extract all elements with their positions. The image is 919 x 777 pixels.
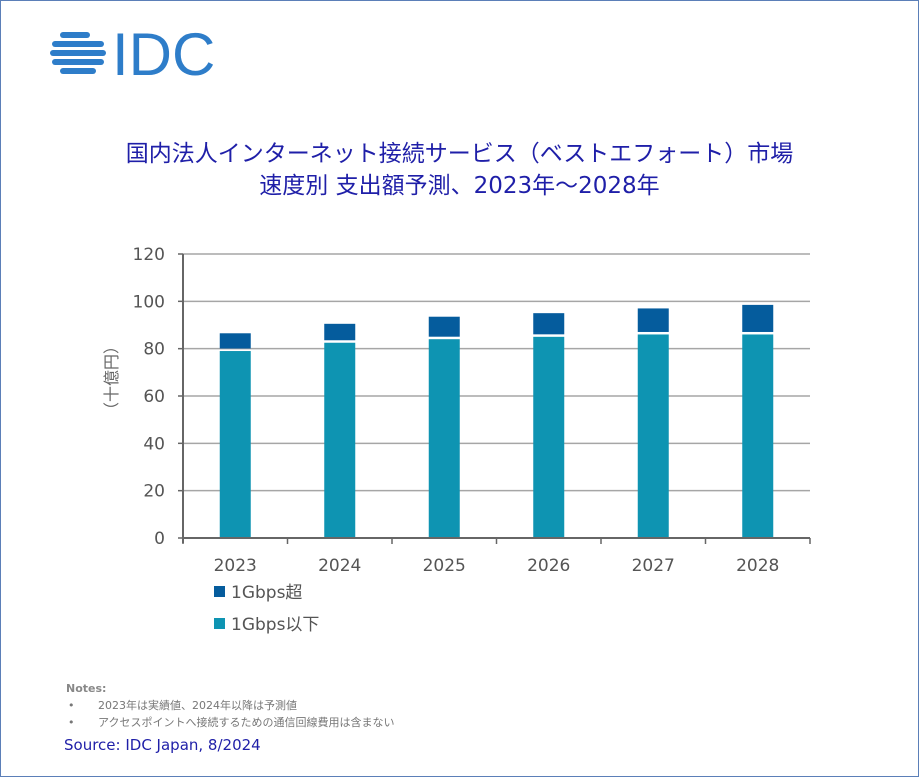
note-item: • 2023年は実績値、2024年以降は予測値 — [68, 699, 297, 712]
bar-gt1gbps-2025 — [428, 316, 460, 337]
x-tick-label: 2024 — [318, 556, 361, 576]
bar-le1gbps-2026 — [533, 336, 565, 538]
bar-gt1gbps-2027 — [637, 308, 669, 332]
notes: Notes: • 2023年は実績値、2024年以降は予測値 • アクセスポイントへ… — [66, 680, 394, 731]
y-axis-label: （十億円） — [102, 338, 121, 418]
bar-le1gbps-2027 — [637, 334, 669, 538]
x-tick-label: 2028 — [736, 556, 779, 576]
note-item: • アクセスポイントへ接続するための通信回線費用は含まない — [68, 716, 395, 729]
idc-globe-icon — [50, 32, 106, 74]
bar-gt1gbps-2024 — [324, 323, 356, 341]
bar-le1gbps-2023 — [219, 351, 251, 538]
bar-gt1gbps-2023 — [219, 333, 251, 349]
bar-le1gbps-2024 — [324, 342, 356, 538]
y-tick-label: 40 — [143, 434, 165, 454]
chart-title-line1: 国内法人インターネット接続サービス（ベストエフォート）市場 — [125, 141, 794, 167]
x-tick-label: 2027 — [632, 556, 675, 576]
source-text: Source: IDC Japan, 8/2024 — [64, 736, 261, 754]
notes-header: Notes: — [66, 682, 107, 695]
bar-gt1gbps-2026 — [533, 313, 565, 335]
bar-le1gbps-2028 — [742, 334, 774, 538]
x-tick-label: 2026 — [527, 556, 570, 576]
y-tick-label: 60 — [143, 387, 165, 407]
idc-logo: IDC — [50, 21, 240, 88]
x-tick-label: 2023 — [214, 556, 257, 576]
y-tick-label: 20 — [143, 482, 165, 502]
chart-title: 国内法人インターネット接続サービス（ベストエフォート）市場 速度別 支出額予測、… — [0, 138, 919, 202]
chart-title-line2: 速度別 支出額予測、2023年～2028年 — [259, 173, 660, 199]
legend-label: 1Gbps以下 — [231, 615, 319, 635]
y-tick-label: 120 — [133, 245, 165, 265]
y-tick-label: 80 — [143, 340, 165, 360]
legend-label: 1Gbps超 — [231, 583, 302, 603]
idc-logo-text: IDC — [112, 26, 215, 82]
legend-swatch — [214, 586, 225, 597]
bar-le1gbps-2025 — [428, 339, 460, 538]
x-tick-label: 2025 — [423, 556, 466, 576]
bar-gt1gbps-2028 — [742, 304, 774, 332]
y-tick-label: 100 — [133, 292, 165, 312]
legend-swatch — [214, 618, 225, 629]
y-tick-label: 0 — [154, 529, 165, 549]
